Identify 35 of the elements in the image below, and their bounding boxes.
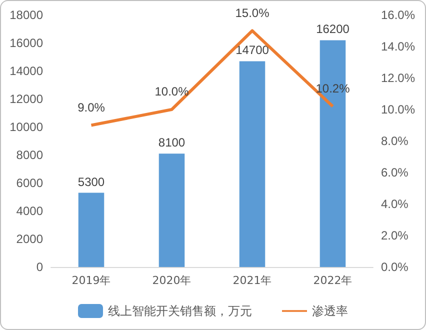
y2-tick-label: 16.0%	[381, 8, 416, 22]
y-tick-label: 0	[36, 260, 44, 274]
y2-tick-label: 12.0%	[381, 71, 416, 85]
data-label: 16200	[316, 22, 350, 36]
y-tick-label: 4000	[16, 204, 44, 218]
data-label: 10.0%	[154, 84, 190, 98]
data-label: 9.0%	[78, 100, 106, 114]
y-tick-label: 8000	[16, 148, 44, 162]
y-tick-label: 6000	[16, 176, 44, 190]
y2-tick-label: 6.0%	[381, 166, 409, 180]
x-tick-label: 2022年	[313, 274, 352, 287]
data-label: 8100	[158, 136, 186, 150]
y-tick-label: 14000	[10, 64, 44, 78]
y-tick-label: 2000	[16, 232, 44, 246]
y2-tick-label: 8.0%	[381, 134, 409, 148]
y2-tick-label: 2.0%	[381, 228, 409, 242]
y2-tick-label: 0.0%	[381, 260, 409, 274]
bar	[239, 61, 266, 267]
x-tick-label: 2020年	[152, 274, 192, 287]
data-label: 15.0%	[235, 6, 270, 20]
y-tick-label: 12000	[10, 92, 44, 106]
legend-label: 渗透率	[312, 304, 348, 318]
y-tick-label: 18000	[10, 8, 44, 22]
data-label: 5300	[78, 174, 105, 189]
x-tick-label: 2019年	[72, 274, 111, 287]
y-tick-label: 10000	[10, 120, 44, 134]
legend-label: 线上智能开关销售额，万元	[108, 304, 252, 318]
y2-tick-label: 4.0%	[381, 197, 409, 211]
bar	[78, 192, 104, 267]
x-tick-label: 2021年	[232, 274, 272, 287]
data-label: 14700	[236, 43, 270, 58]
y2-tick-label: 14.0%	[381, 40, 416, 54]
bar	[158, 154, 185, 267]
y2-tick-label: 10.0%	[381, 102, 416, 116]
y-tick-label: 16000	[10, 36, 44, 50]
